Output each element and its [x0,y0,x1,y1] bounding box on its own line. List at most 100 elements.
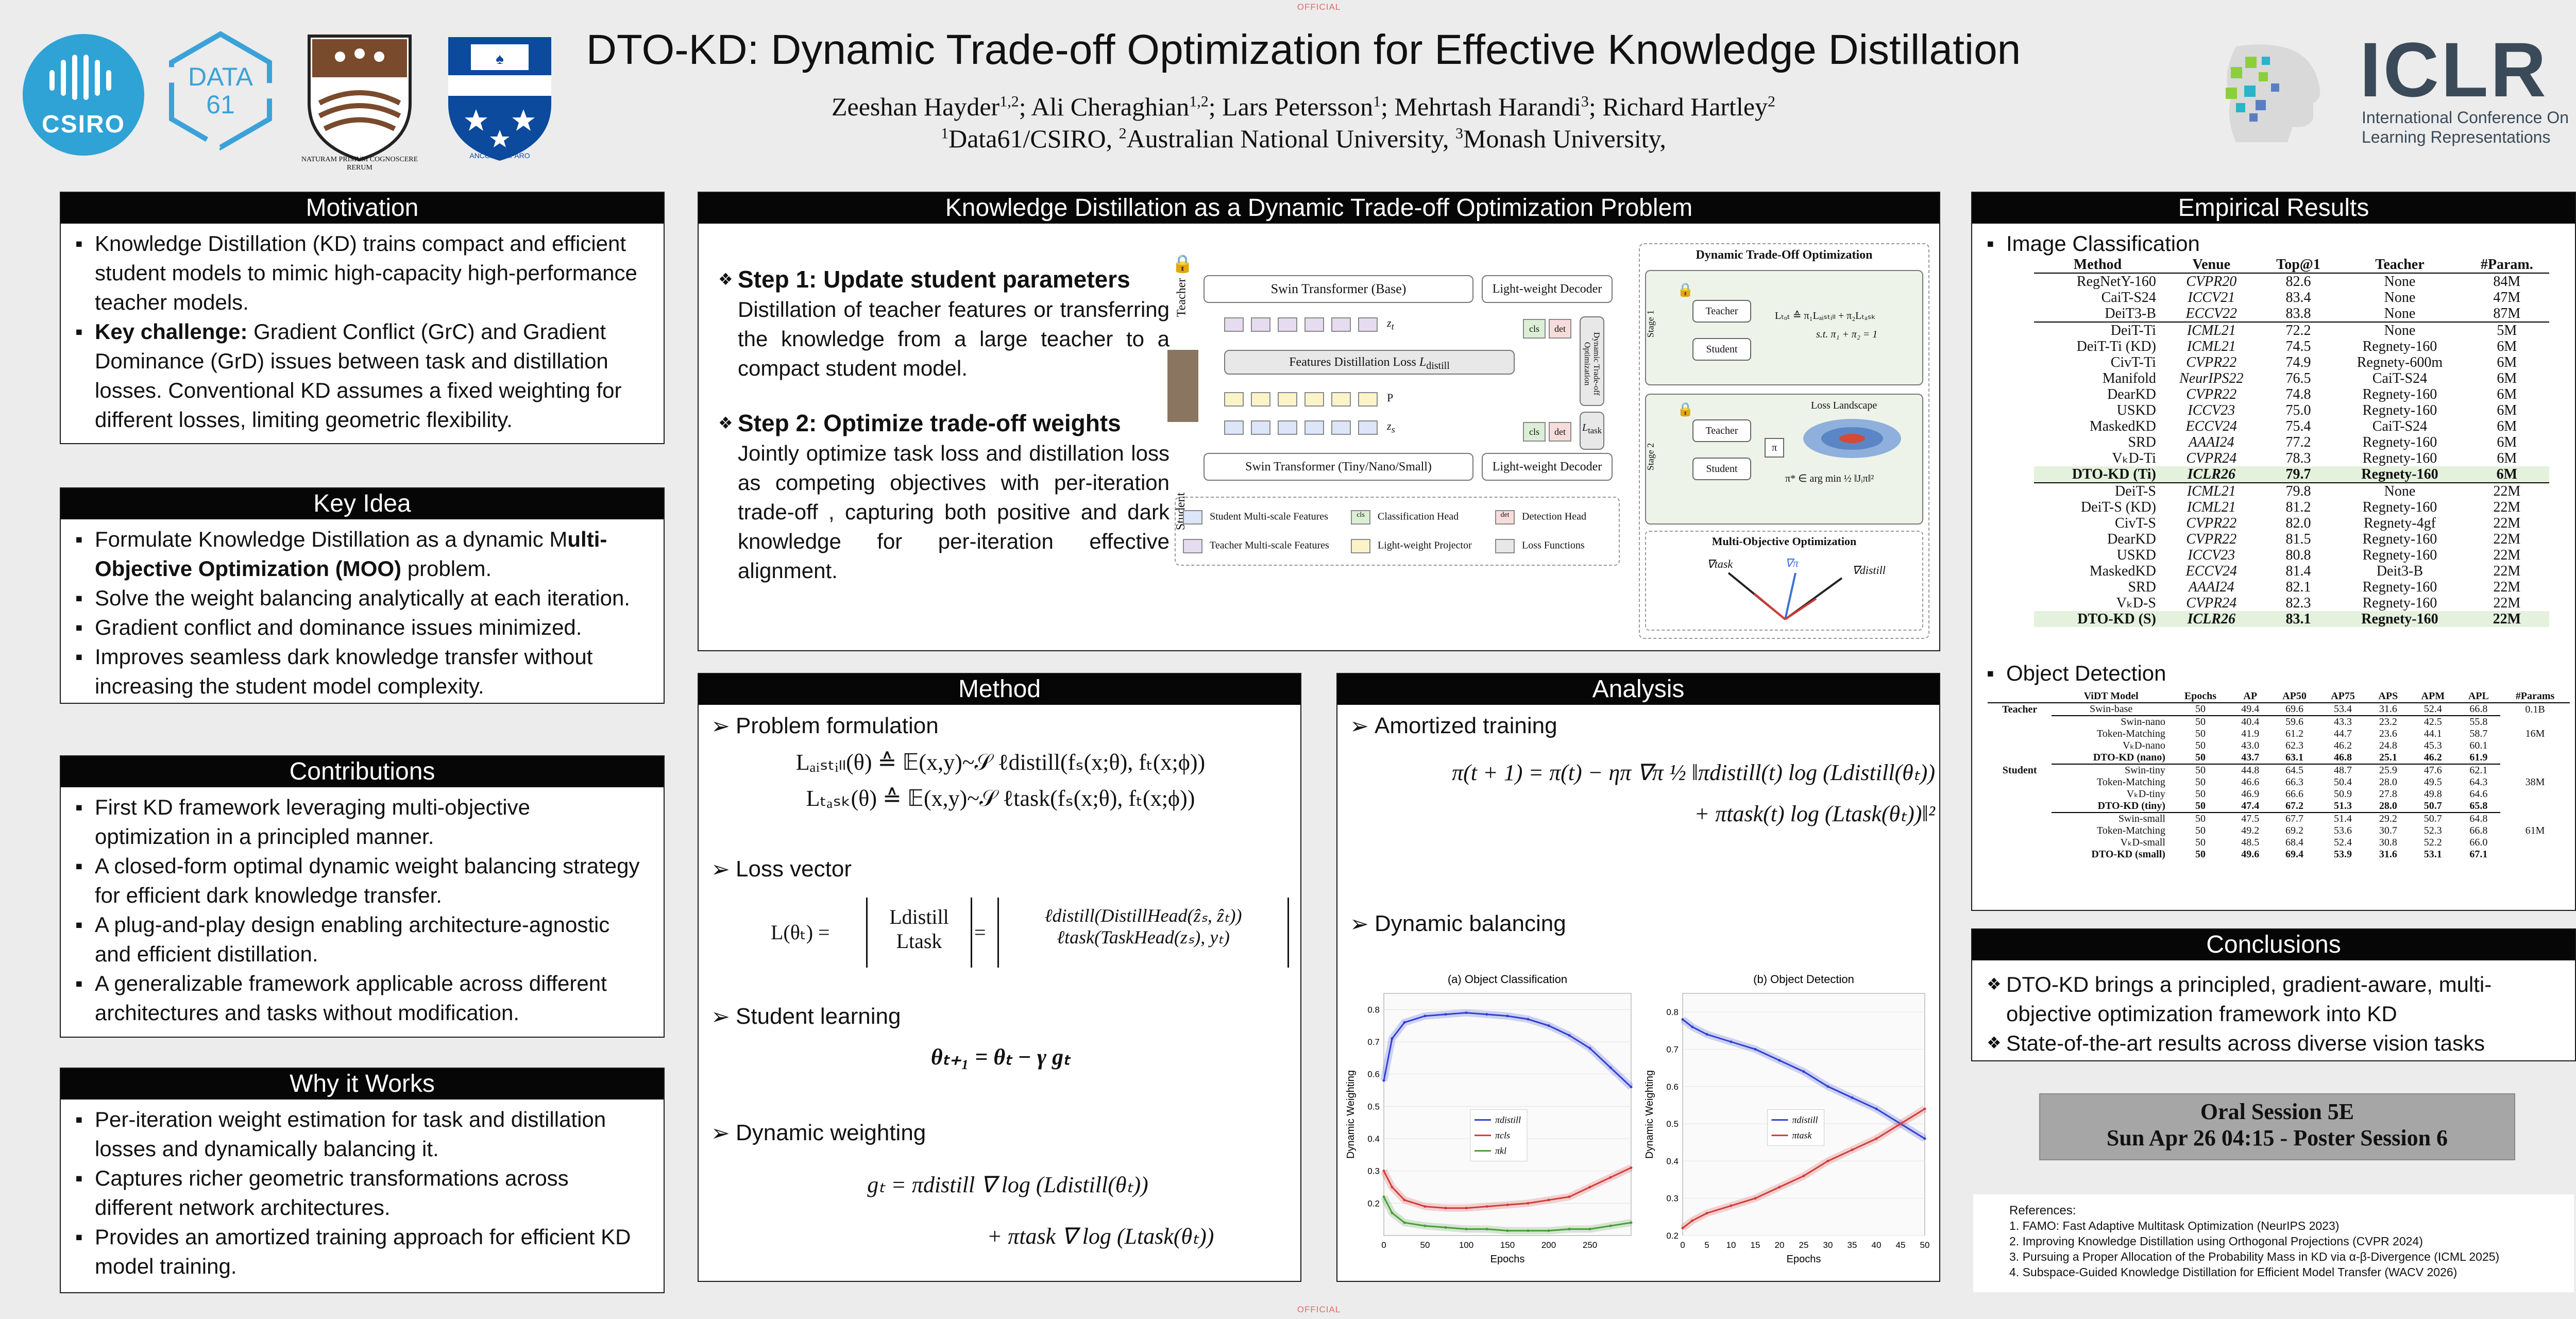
conclusions-panel: Conclusions DTO-KD brings a principled, … [1971,928,2576,1061]
reference-number: 1. [2009,1219,2023,1232]
table-cell: VₖD-S [2116,595,2156,611]
table-cell: AAAI24 [2188,434,2234,450]
step1-title: Step 1: Update student parameters [738,266,1130,293]
table-cell: 46.2 [2334,740,2352,751]
table-header-cell: Venue [2161,257,2262,274]
data-point [1391,1037,1394,1040]
l-distill-symbol: L [1419,356,1427,369]
table-cell: 44.8 [2230,764,2270,776]
student-box: Student [1692,338,1751,361]
table-row: Swin-nano 50 40.4 59.6 43.3 23.2 42.5 55.8 [1988,715,2570,728]
step1-text: Distillation of teacher features or tran… [738,297,1170,380]
list-item: Per-iteration weight estimation for task… [73,1105,648,1163]
list-item: Improves seamless dark knowledge transfe… [73,642,648,701]
table-cell: 44.1 [2424,728,2442,739]
table-cell: CVPR22 [2186,515,2237,531]
csiro-logo-text: CSIRO [41,111,125,138]
csiro-logo: CSIRO [23,34,144,156]
table-cell: 52.4 [2424,703,2442,715]
iclr-head-icon [2226,44,2320,142]
table-cell: Swin-base [2089,703,2133,715]
table-cell: ICLR26 [2161,466,2262,483]
table-cell: CVPR22 [2186,386,2237,402]
data-point [1778,1059,1781,1062]
table-cell: 23.2 [2367,715,2410,728]
motivation-heading: Motivation [61,193,664,224]
chart-title: (a) Object Classification [1448,973,1567,986]
table-cell: 43.0 [2241,740,2260,751]
table-row: DeiT3-B ECCV22 83.8 None 87M [2034,306,2549,322]
image-classification-heading: Image Classification [1985,229,2560,258]
conclusions-heading: Conclusions [1972,929,2575,960]
reference-number: 4. [2009,1265,2023,1279]
contributions-list: First KD framework leveraging multi-obje… [61,792,664,1027]
table-cell: 30.7 [2379,825,2397,836]
table-cell: 77.2 [2285,434,2311,450]
table-cell: 22M [2493,563,2521,579]
table-cell: SRD [2128,579,2156,595]
table-cell: 28.0 [2379,800,2397,811]
data-point [1705,1212,1708,1215]
table-cell: 53.1 [2424,849,2442,860]
legend-item: cls Classification Head [1351,510,1459,525]
loss-vector-col1: Ldistill Ltask [866,898,972,968]
iclr-logo: ICLR International Conference On Learnin… [2205,31,2576,149]
table-cell: 6M [2497,402,2517,418]
list-item: A generalizable framework applicable acr… [73,969,648,1027]
table-cell: 61M [2525,825,2545,836]
iclr-title: ICLR [2360,26,2548,113]
table-cell: 65.8 [2469,800,2488,811]
table-cell: 52.3 [2424,825,2442,836]
l-distill-sub: distill [1426,360,1450,371]
table-cell: 66.8 [2469,825,2488,836]
table-cell: DearKD [2107,531,2156,547]
table-header-cell: APM [2409,690,2457,703]
table-cell: USKD [2116,547,2156,563]
author-affil-sup: 1 [1373,93,1381,110]
table-cell: 50.7 [2409,812,2457,825]
y-tick-label: 0.7 [1666,1044,1679,1054]
table-cell: 68.4 [2285,837,2304,848]
legend-label: Student Multi-scale Features [1210,511,1328,522]
eq-student-update: θₜ₊₁ = θₜ − γ gₜ [930,1044,1071,1070]
stage1-box: Stage 1 🔒 Teacher Student Lₜₒₜ ≙ π₁Lₐᵢₛₜ… [1645,270,1923,385]
table-cell: 80.8 [2285,547,2311,563]
chart-title: (b) Object Detection [1753,973,1854,986]
table-cell: Regnety-160 [2362,450,2437,466]
table-cell: 6M [2497,354,2517,370]
data-point [1444,1226,1447,1229]
table-header-cell [1988,690,2052,703]
table-cell: NeurIPS22 [2179,370,2244,386]
table-cell: 46.2 [2424,752,2442,763]
table-cell: MaskedKD [2089,418,2156,434]
features-loss-text: Features Distillation Loss [1289,356,1416,369]
table-cell: 53.6 [2334,825,2352,836]
table-cell: CaiT-S24 [2101,290,2156,306]
table-cell: 81.5 [2285,531,2311,547]
data-point [1485,1227,1488,1230]
data-point [1923,1137,1926,1140]
data-point [1547,1198,1550,1202]
table-cell: 30.8 [2379,837,2397,848]
table-cell: 74.5 [2285,339,2311,354]
table-cell: CaiT-S24 [2372,370,2428,386]
table-cell [1988,800,2052,813]
table-cell: 75.0 [2285,402,2311,418]
motivation-panel: Motivation Knowledge Distillation (KD) t… [60,192,665,444]
series-line [1383,1196,1632,1232]
table-cell: 24.8 [2379,740,2397,751]
data-point [1851,1096,1854,1099]
contributions-panel: Contributions First KD framework leverag… [60,755,665,1038]
x-tick-label: 40 [1872,1240,1882,1250]
table-cell: 83.4 [2285,290,2311,306]
lv-task: Ltask [896,929,942,953]
table-cell: 40.4 [2230,715,2270,728]
table-cell: Teacher [2002,703,2038,715]
affil-sup: 3 [1455,125,1463,142]
table-cell: 6M [2497,434,2517,450]
data-point [1527,1202,1530,1205]
table-cell: DTO-KD (S) [2034,611,2161,627]
table-cell: DTO-KD (Ti) [2034,466,2161,483]
step2-text: Jointly optimize task loss and distillat… [738,441,1170,583]
table-cell: Regnety-160 [2362,386,2437,402]
